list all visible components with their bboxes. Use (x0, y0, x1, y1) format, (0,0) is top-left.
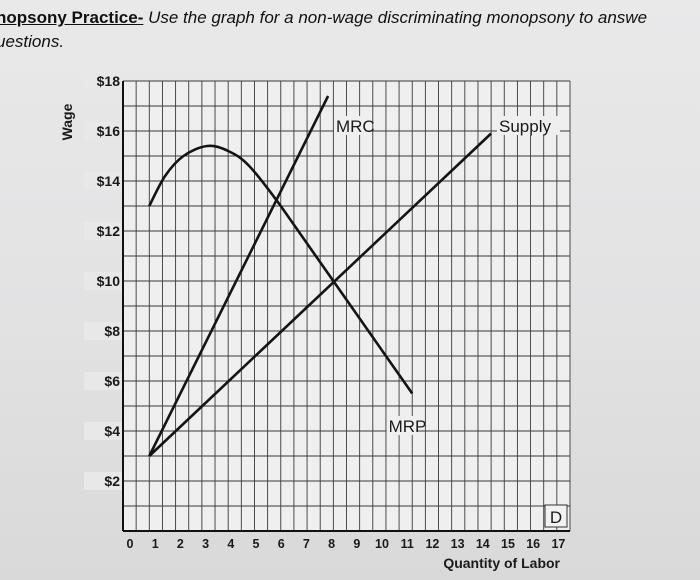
x-tick-label: 10 (375, 537, 389, 551)
chart-labels: D MRC Supply MRP (333, 116, 568, 528)
x-tick-label: 5 (253, 537, 260, 551)
annotation-mrp: MRP (389, 417, 427, 436)
y-tick-label: $10 (97, 273, 121, 289)
annotation-bg (497, 116, 561, 135)
chart-grid (122, 80, 571, 532)
y-tick-label-bg (84, 322, 122, 340)
y-tick-label: $18 (97, 73, 121, 89)
x-tick-label: 17 (551, 537, 565, 551)
y-tick-label: $16 (97, 123, 121, 139)
series-supply-line (148, 132, 493, 457)
heading-lead: nopsony Practice- (0, 8, 144, 27)
x-tick-label: 11 (401, 537, 414, 551)
x-tick-label: 8 (328, 537, 335, 551)
x-tick-label: 16 (526, 537, 540, 551)
x-tick-label: 0 (127, 537, 134, 551)
x-tick-label: 14 (476, 537, 490, 551)
x-tick-label: 4 (227, 537, 234, 551)
x-tick-label: 3 (202, 537, 209, 551)
y-tick-label: $12 (97, 223, 121, 239)
y-tick-label: $6 (104, 373, 120, 389)
annotation-supply: Supply (499, 117, 551, 136)
y-axis-title: Wage (59, 103, 75, 140)
x-tick-label: 9 (353, 537, 360, 551)
annotation-bg (386, 416, 419, 435)
corner-label: D (550, 508, 562, 527)
y-tick-label-bg (84, 472, 122, 490)
instructions-heading: nopsony Practice- Use the graph for a no… (0, 6, 700, 54)
x-tick-label: 6 (278, 537, 285, 551)
chart-series (148, 95, 493, 457)
y-tick-label: $8 (104, 323, 120, 339)
heading-line2: uestions. (0, 32, 65, 51)
x-tick-label: 13 (451, 537, 465, 551)
series-mrp-line (148, 144, 414, 395)
x-axis-title: Quantity of Labor (443, 555, 560, 571)
y-tick-label-bg (84, 222, 122, 240)
annotation-mrc: MRC (336, 117, 375, 136)
y-tick-label-bg (84, 122, 122, 140)
y-tick-label: $14 (97, 173, 121, 189)
y-tick-label: $2 (104, 473, 120, 489)
x-tick-label: 7 (303, 537, 310, 551)
x-tick-label: 12 (425, 537, 439, 551)
series-mrc-line (148, 95, 330, 457)
heading-rest: Use the graph for a non-wage discriminat… (143, 8, 648, 27)
y-tick-label-bg (84, 272, 122, 290)
x-tick-label: 15 (501, 537, 515, 551)
x-tick-label: 1 (152, 537, 159, 551)
annotation-bg (333, 116, 366, 135)
y-tick-label-bg (84, 422, 122, 440)
y-tick-label-bg (84, 172, 122, 190)
y-tick-label-bg (84, 372, 122, 390)
y-tick-label-bg (84, 72, 122, 90)
x-tick-label: 2 (177, 537, 184, 551)
y-tick-label: $4 (104, 423, 120, 439)
chart-axes: $18$16$14$12$10$8$6$4$20 1 2 3 4 5 6 7 8 9 10 11 12 1… (59, 72, 570, 571)
corner-box (544, 504, 568, 528)
